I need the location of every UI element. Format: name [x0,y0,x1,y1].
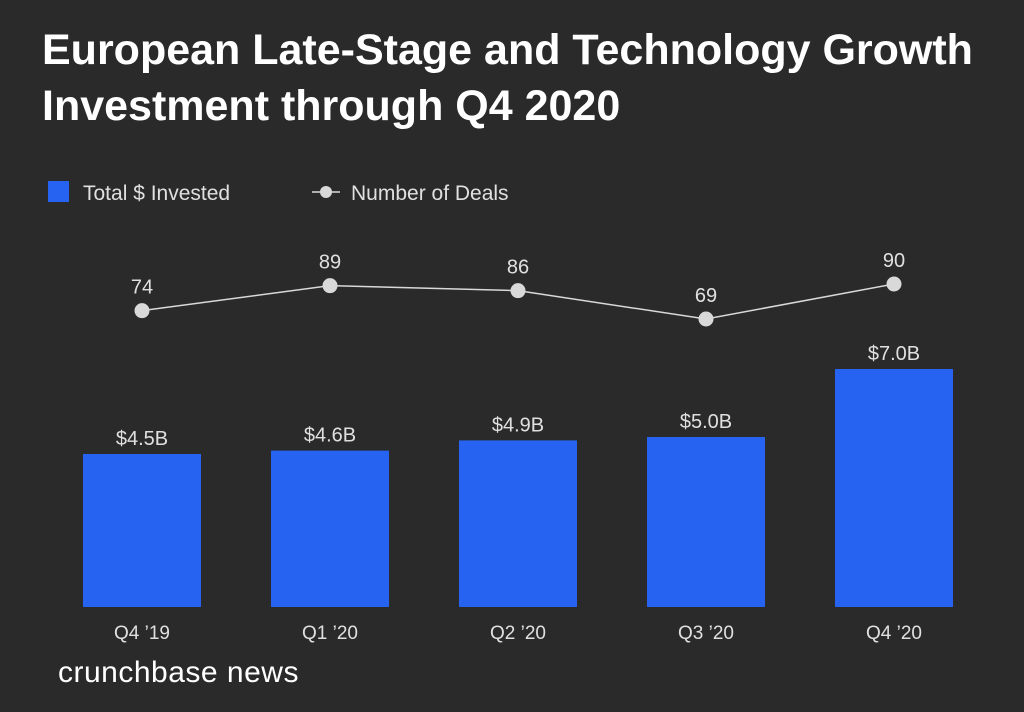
deals-value-label-3: 69 [695,285,717,307]
deals-line-group: 74 89 86 69 90 [131,250,905,327]
x-tick-label-0: Q4 ’19 [114,623,170,644]
x-tick-label-4: Q4 ’20 [866,623,922,644]
bar-1 [271,450,389,607]
deals-point-1 [322,278,338,294]
deals-value-label-4: 90 [883,250,905,272]
legend-line-label: Number of Deals [351,182,509,205]
bar-value-label-2: $4.9B [492,414,544,436]
deals-point-2 [510,283,526,299]
bar-4 [835,369,953,607]
bar-0 [83,454,201,607]
deals-point-0 [134,303,150,319]
deals-value-label-1: 89 [319,252,341,274]
deals-point-3 [698,311,714,327]
x-tick-label-2: Q2 ’20 [490,623,546,644]
brand-logo-text: crunchbase news [58,656,299,689]
deals-value-label-2: 86 [507,257,529,279]
chart-title: European Late-Stage and Technology Growt… [42,26,973,130]
bar-value-label-4: $7.0B [868,343,920,365]
bar-2 [459,440,577,607]
legend: Total $ Invested Number of Deals [48,181,509,205]
bar-value-label-1: $4.6B [304,425,356,447]
bars-group: $4.5B $4.6B $4.9B $5.0B $7.0B [83,343,953,607]
legend-bar-swatch [48,181,69,202]
x-tick-label-3: Q3 ’20 [678,623,734,644]
legend-line-marker [320,186,332,198]
bar-value-label-3: $5.0B [680,411,732,433]
x-tick-label-1: Q1 ’20 [302,623,358,644]
deals-point-4 [886,276,902,292]
legend-bar-label: Total $ Invested [83,182,230,205]
x-axis: Q4 ’19 Q1 ’20 Q2 ’20 Q3 ’20 Q4 ’20 [114,623,922,644]
bar-3 [647,437,765,607]
bar-value-label-0: $4.5B [116,428,168,450]
deals-value-label-0: 74 [131,277,153,299]
